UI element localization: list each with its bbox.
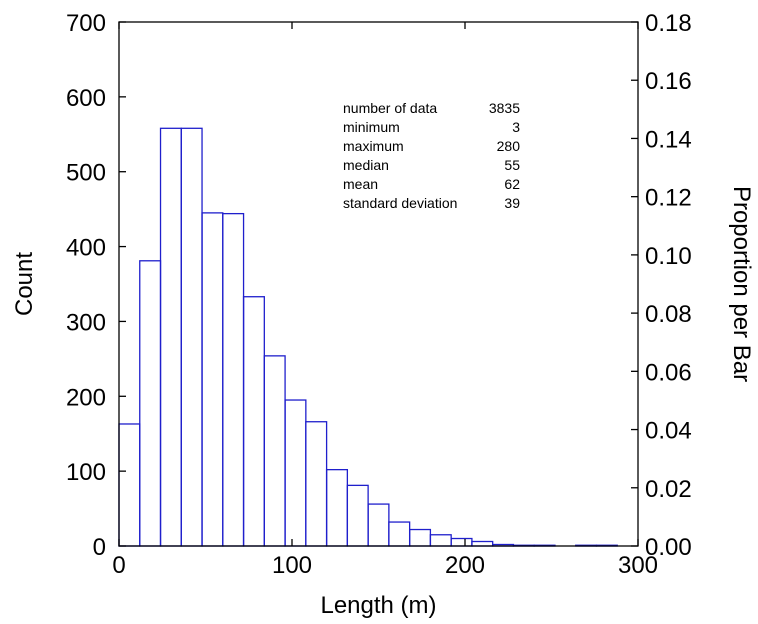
histogram-bar (180, 127, 203, 547)
histogram-bar (305, 421, 328, 547)
stat-label: median (343, 157, 389, 173)
histogram-bar (325, 468, 349, 547)
histogram-bar (263, 355, 286, 547)
stat-value: 39 (504, 195, 520, 211)
stat-value: 62 (504, 176, 520, 192)
histogram-bar (242, 296, 265, 547)
histogram-bar (450, 537, 473, 547)
y2-tick-label: 0.00 (645, 534, 692, 561)
stat-value: 280 (497, 138, 521, 154)
stat-label: standard deviation (343, 195, 457, 211)
x-axis-title: Length (m) (320, 592, 436, 619)
histogram-bar (388, 521, 411, 547)
stat-label: number of data (343, 100, 437, 116)
y-axis-left-title: Count (11, 252, 38, 316)
y2-tick-label: 0.16 (645, 68, 692, 95)
histogram-bar (222, 212, 245, 547)
y2-tick-label: 0.06 (645, 359, 692, 386)
y-axis-right-ticks: 0.00 0.02 0.04 0.06 0.08 0.10 0.12 0.14 0.16 0.18 (631, 10, 692, 561)
y-tick-label: 200 (66, 384, 106, 411)
y2-tick-label: 0.02 (645, 476, 692, 503)
y-tick-label: 0 (93, 534, 106, 561)
histogram-bar (201, 212, 224, 547)
y-tick-label: 100 (66, 459, 106, 486)
y2-tick-label: 0.08 (645, 301, 692, 328)
histogram-bar (284, 399, 307, 547)
histogram-bar (471, 540, 494, 547)
histogram-bar (429, 534, 452, 547)
histogram-bar (367, 503, 390, 547)
stat-value: 3 (512, 119, 520, 135)
stat-value: 55 (504, 157, 520, 173)
stat-value: 3835 (489, 100, 520, 116)
histogram-bar (139, 260, 162, 547)
x-tick-label: 100 (272, 552, 312, 579)
x-tick-label: 300 (618, 552, 658, 579)
stat-label: maximum (343, 138, 404, 154)
y2-tick-label: 0.04 (645, 418, 692, 445)
histogram-bar (408, 528, 432, 547)
y-tick-label: 700 (66, 10, 106, 37)
histogram-bar (118, 423, 141, 547)
y2-tick-label: 0.18 (645, 10, 692, 37)
summary-statistics: number of data 3835 minimum 3 maximum 280 medi… (343, 100, 520, 211)
y-tick-label: 600 (66, 85, 106, 112)
y-axis-right-title: Proportion per Bar (728, 186, 755, 382)
y-tick-label: 400 (66, 235, 106, 262)
y-tick-label: 500 (66, 160, 106, 187)
y2-tick-label: 0.14 (645, 126, 692, 153)
x-axis-ticks: 0 100 200 300 (112, 22, 658, 579)
stat-label: minimum (343, 119, 400, 135)
histogram-bar (159, 127, 182, 547)
y-tick-label: 300 (66, 309, 106, 336)
y2-tick-label: 0.12 (645, 185, 692, 212)
x-tick-label: 0 (112, 552, 125, 579)
y2-tick-label: 0.10 (645, 243, 692, 270)
y-axis-left-ticks: 0 100 200 300 400 500 600 700 (66, 10, 126, 561)
histogram-bar (346, 484, 369, 547)
stat-label: mean (343, 176, 378, 192)
plot-frame (118, 21, 639, 547)
x-tick-label: 200 (445, 552, 485, 579)
